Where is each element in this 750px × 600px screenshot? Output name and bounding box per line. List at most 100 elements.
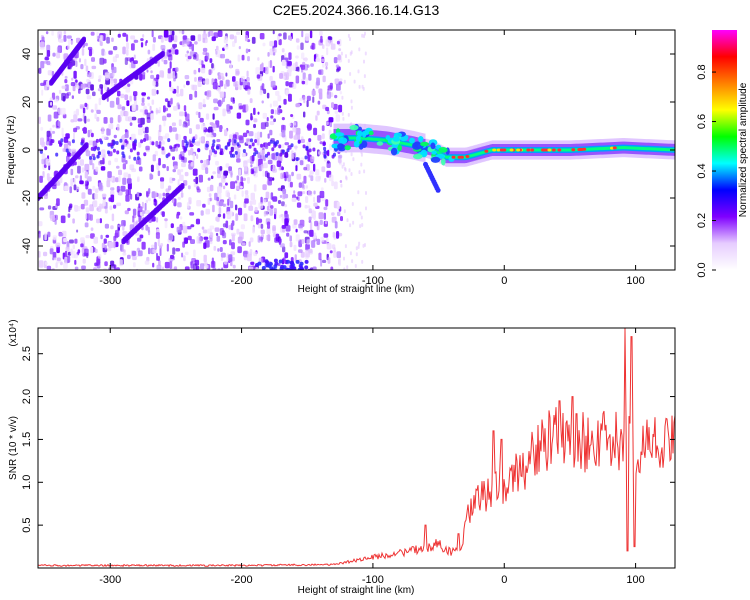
- noise-dot: [197, 34, 202, 42]
- noise-dot: [260, 149, 265, 156]
- track-core: [645, 147, 648, 151]
- noise-dot: [169, 81, 172, 88]
- track-blob: [385, 135, 391, 140]
- noise-dot: [272, 52, 276, 56]
- noise-dot: [270, 80, 276, 88]
- noise-dot: [138, 128, 143, 136]
- noise-dot: [45, 158, 51, 166]
- noise-dot: [281, 129, 286, 138]
- track-blob: [376, 141, 384, 146]
- noise-dot: [237, 54, 241, 62]
- noise-dot: [288, 52, 292, 60]
- noise-dot: [296, 196, 299, 200]
- noise-dot: [181, 162, 186, 168]
- track-blob: [393, 132, 402, 138]
- noise-dot: [219, 166, 223, 171]
- noise-dot: [302, 72, 306, 80]
- y-tick-label: 40: [21, 48, 33, 60]
- noise-dot: [321, 133, 325, 140]
- noise-dot: [163, 105, 166, 113]
- noise-dot: [73, 178, 76, 185]
- colorbar-tick-label: 0.6: [696, 114, 708, 129]
- noise-dot: [196, 200, 202, 207]
- noise-dot: [289, 235, 292, 242]
- noise-dot: [151, 191, 156, 199]
- noise-dot: [86, 78, 90, 83]
- colorbar-tick-label: 0.8: [696, 64, 708, 79]
- noise-dot: [353, 79, 356, 84]
- track-core: [637, 146, 640, 150]
- noise-dot: [361, 84, 364, 89]
- noise-dot: [104, 244, 107, 250]
- track-hotspot: [499, 148, 504, 152]
- noise-dot: [127, 83, 131, 87]
- colorbar: 0.0 0.2 0.4 0.6 0.8 Normalized spectral ampl…: [696, 30, 749, 278]
- noise-dot: [273, 118, 276, 123]
- noise-dot: [358, 241, 361, 246]
- noise-dot: [183, 255, 186, 262]
- noise-band-dot: [133, 156, 137, 161]
- noise-dot: [122, 32, 127, 37]
- noise-dot: [205, 208, 210, 215]
- noise-dot: [336, 231, 340, 239]
- noise-dot: [327, 257, 331, 264]
- noise-band-dot: [55, 152, 59, 157]
- track-core: [657, 147, 660, 151]
- noise-dot: [145, 224, 149, 231]
- noise-dot: [130, 35, 136, 40]
- noise-dot: [85, 88, 90, 95]
- noise-dot: [233, 194, 237, 200]
- noise-dot: [256, 217, 259, 225]
- track-blob: [344, 145, 351, 151]
- noise-dot: [145, 199, 148, 204]
- track-core: [337, 136, 340, 140]
- noise-dot: [171, 267, 175, 270]
- noise-dot: [340, 183, 343, 188]
- noise-dot: [352, 220, 355, 225]
- noise-dot: [149, 173, 153, 180]
- noise-dot: [202, 269, 205, 270]
- noise-dot: [85, 235, 90, 239]
- noise-dot: [156, 74, 160, 80]
- noise-dot: [225, 58, 230, 64]
- noise-dot: [272, 65, 275, 73]
- noise-dot: [307, 190, 313, 197]
- noise-dot: [180, 192, 184, 198]
- noise-dot: [61, 127, 64, 136]
- noise-dot: [211, 63, 214, 69]
- noise-band-dot: [191, 138, 195, 143]
- noise-dot: [46, 60, 51, 66]
- noise-dot: [125, 160, 128, 165]
- noise-dot: [133, 60, 138, 64]
- track-core: [639, 146, 642, 150]
- noise-dot: [64, 256, 68, 264]
- noise-dot: [190, 239, 195, 244]
- noise-band-dot: [95, 138, 99, 143]
- noise-dot: [277, 187, 282, 191]
- noise-dot: [295, 228, 298, 233]
- noise-dot: [322, 75, 326, 83]
- noise-dot: [201, 123, 206, 130]
- noise-dot: [90, 84, 94, 91]
- noise-dot: [178, 154, 183, 160]
- noise-dot: [223, 36, 228, 44]
- noise-dot: [217, 186, 222, 194]
- noise-dot: [335, 114, 340, 122]
- noise-dot: [189, 93, 193, 100]
- noise-dot: [39, 175, 43, 183]
- track-core: [369, 137, 372, 141]
- noise-band-dot: [133, 139, 137, 144]
- noise-dot: [171, 198, 175, 203]
- noise-dot: [350, 172, 353, 176]
- noise-dot: [158, 260, 161, 266]
- noise-dot: [235, 68, 240, 76]
- noise-dot: [117, 104, 122, 110]
- noise-dot: [249, 249, 253, 255]
- noise-dot: [100, 41, 103, 47]
- track-core: [405, 142, 408, 146]
- noise-dot: [198, 67, 201, 73]
- noise-dot: [229, 200, 234, 209]
- noise-dot: [320, 187, 324, 191]
- noise-band-dot: [190, 143, 193, 148]
- noise-dot: [316, 77, 320, 86]
